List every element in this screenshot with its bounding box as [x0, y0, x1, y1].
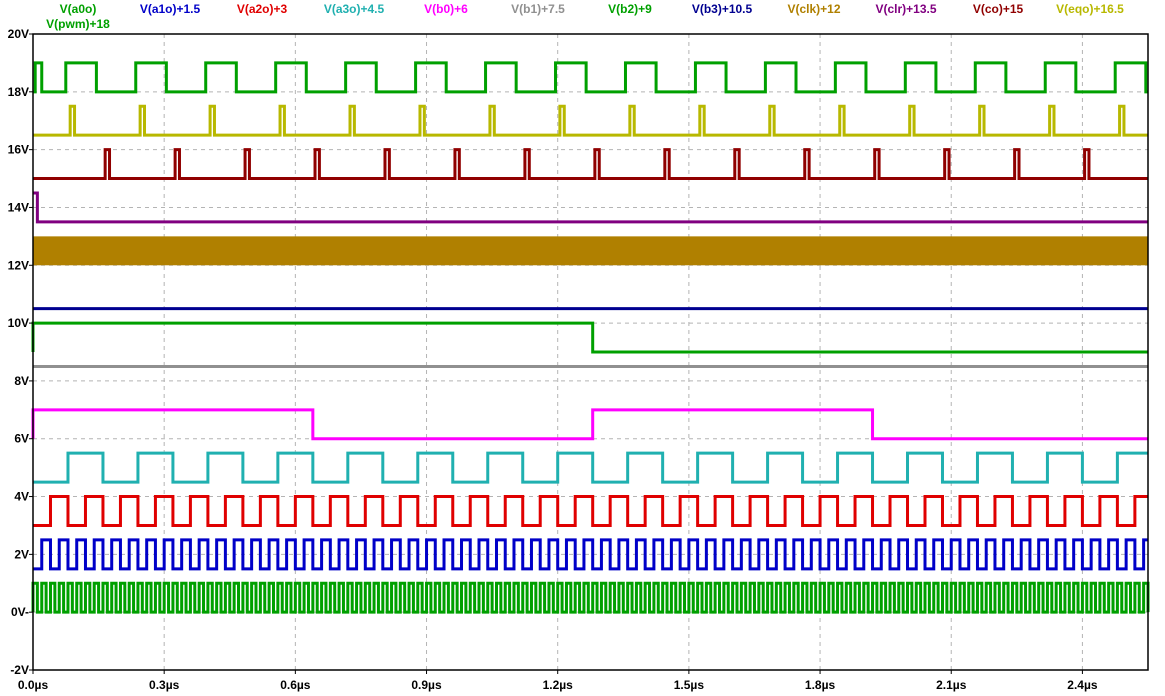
- trace-v-eqo-16-5: [33, 104, 1148, 137]
- trace-v-b2-9: [31, 321, 1148, 354]
- trace-v-b0-6: [31, 408, 1148, 441]
- legend-entry-0: V(a0o): [60, 2, 97, 16]
- legend-entry-7: V(b3)+10.5: [692, 2, 753, 16]
- x-tick-label-8: 2.4µs: [1067, 678, 1098, 692]
- legend: V(a0o) V(a1o)+1.5 V(a2o)+3 V(a3o)+4.5 V(b0)+…: [46, 2, 1124, 31]
- y-tick-label-9: 16V: [8, 143, 29, 157]
- x-tick-label-4: 1.2µs: [543, 678, 574, 692]
- y-tick-label-0: -2V: [10, 663, 29, 677]
- x-tick-label-1: 0.3µs: [149, 678, 180, 692]
- x-tick-label-6: 1.8µs: [805, 678, 836, 692]
- legend-entry-8: V(clk)+12: [787, 2, 840, 16]
- y-tick-label-6: 10V: [8, 316, 29, 330]
- y-tick-label-8: 14V: [8, 200, 29, 214]
- trace-v-clr-13-5: [33, 191, 1148, 224]
- legend-entry-12: V(pwm)+18: [46, 17, 110, 31]
- trace-v-a2o-3: [33, 495, 1148, 527]
- x-tick-label-5: 1.5µs: [674, 678, 705, 692]
- x-tick-label-3: 0.9µs: [411, 678, 442, 692]
- trace-v-co-15: [33, 148, 1148, 181]
- legend-entry-6: V(b2)+9: [608, 2, 652, 16]
- legend-entry-11: V(eqo)+16.5: [1056, 2, 1124, 16]
- y-tick-label-11: 20V: [8, 27, 29, 41]
- legend-entry-10: V(co)+15: [973, 2, 1024, 16]
- x-tick-label-7: 2.1µs: [936, 678, 967, 692]
- plot-frame: [32, 33, 1149, 671]
- legend-entry-5: V(b1)+7.5: [511, 2, 565, 16]
- legend-entry-4: V(b0)+6: [424, 2, 468, 16]
- trace-v-a1o-1-5: [33, 538, 1148, 571]
- legend-entry-2: V(a2o)+3: [237, 2, 288, 16]
- x-tick-label-2: 0.6µs: [280, 678, 311, 692]
- x-axis-ticks: 0.0µs 0.3µs 0.6µs 0.9µs 1.2µs 1.5µs 1.8µs 2.1µs…: [18, 670, 1098, 692]
- y-tick-label-4: 6V: [14, 432, 29, 446]
- trace-v-a0o-: [31, 581, 1150, 614]
- legend-entry-1: V(a1o)+1.5: [140, 2, 201, 16]
- y-tick-label-2: 2V: [14, 547, 29, 561]
- y-tick-label-7: 12V: [8, 258, 29, 272]
- y-tick-label-1: 0V-: [11, 605, 29, 619]
- y-tick-label-5: 8V: [14, 374, 29, 388]
- x-tick-label-0: 0.0µs: [18, 678, 49, 692]
- y-tick-label-3: 4V: [14, 490, 29, 504]
- y-tick-label-10: 18V: [8, 85, 29, 99]
- legend-entry-9: V(clr)+13.5: [875, 2, 936, 16]
- trace-v-clk-12: [33, 236, 1148, 266]
- y-axis-ticks: -2V 0V- 2V 4V 6V 8V 10V 12V 14V 16V 18V 20V: [8, 27, 33, 677]
- trace-v-pwm-18: [33, 61, 1148, 94]
- trace-v-a3o-4-5: [33, 451, 1148, 484]
- legend-entry-3: V(a3o)+4.5: [324, 2, 385, 16]
- traces: [31, 61, 1150, 614]
